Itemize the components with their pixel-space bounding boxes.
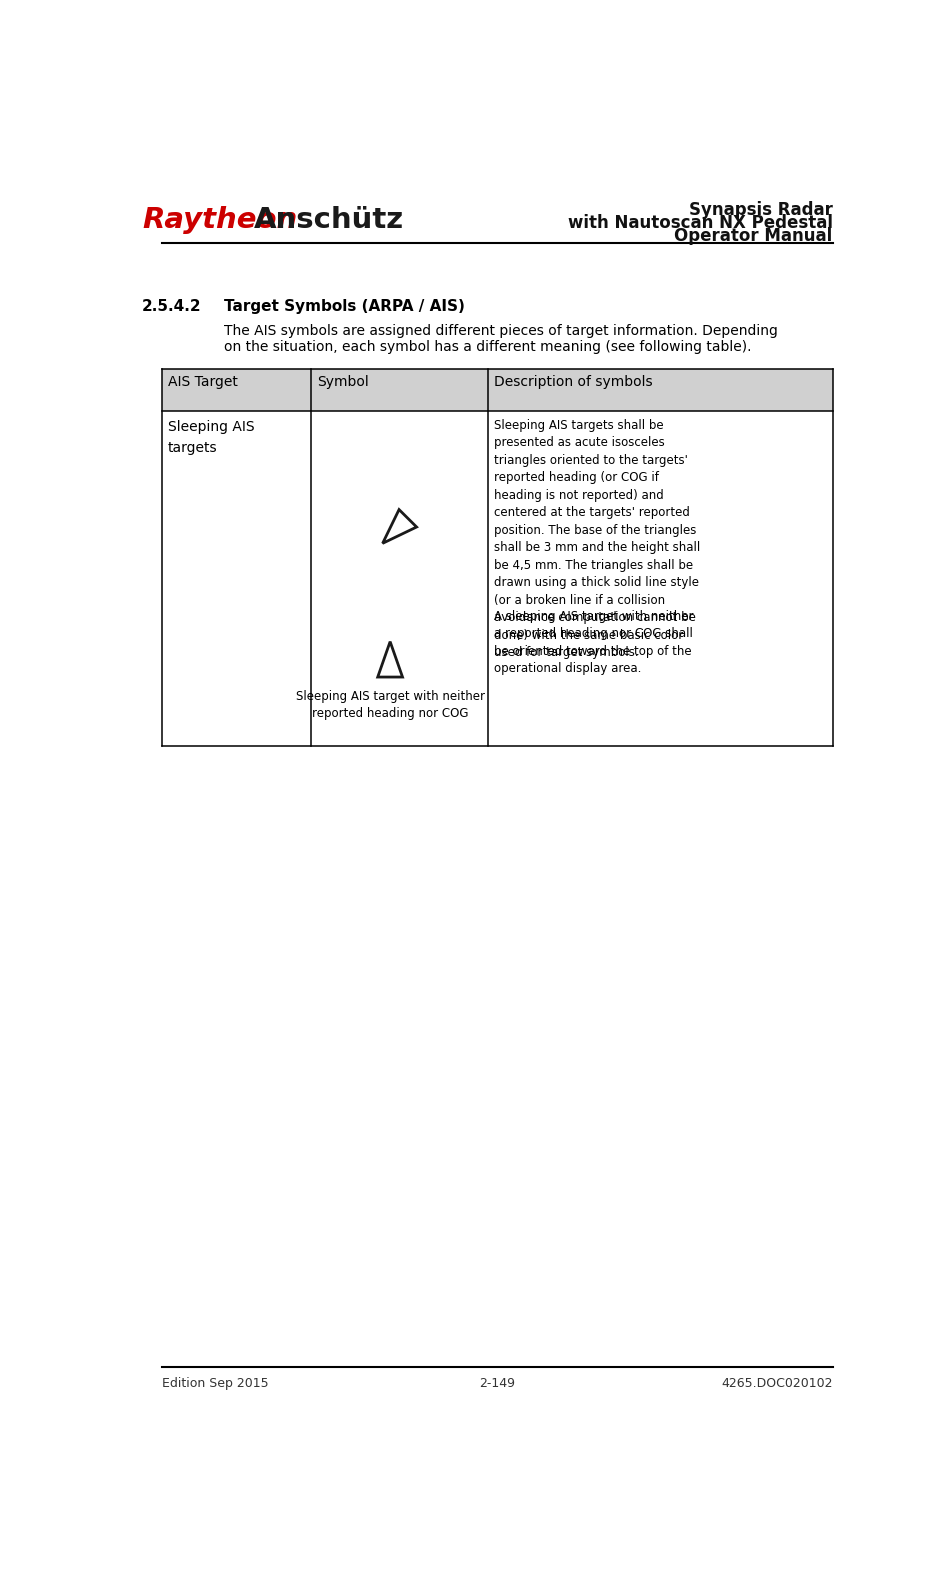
Text: The AIS symbols are assigned different pieces of target information. Depending: The AIS symbols are assigned different p…: [223, 325, 777, 339]
Text: Symbol: Symbol: [318, 375, 369, 388]
Text: with Nautoscan NX Pedestal: with Nautoscan NX Pedestal: [568, 215, 833, 232]
Text: 2-149: 2-149: [479, 1378, 515, 1391]
Text: Target Symbols (ARPA / AIS): Target Symbols (ARPA / AIS): [223, 299, 464, 315]
Text: Raytheon: Raytheon: [142, 205, 298, 234]
Text: AIS Target: AIS Target: [167, 375, 238, 388]
Text: Anschütz: Anschütz: [254, 205, 404, 234]
Text: Description of symbols: Description of symbols: [494, 375, 652, 388]
Text: A sleeping AIS target with neither
a reported heading nor COG shall
be oriented : A sleeping AIS target with neither a rep…: [494, 609, 693, 675]
Text: Sleeping AIS
targets: Sleeping AIS targets: [167, 420, 254, 455]
Text: on the situation, each symbol has a different meaning (see following table).: on the situation, each symbol has a diff…: [223, 340, 751, 355]
Text: 4265.DOC020102: 4265.DOC020102: [721, 1378, 833, 1391]
Bar: [162, 369, 833, 410]
Text: Sleeping AIS targets shall be
presented as acute isosceles
triangles oriented to: Sleeping AIS targets shall be presented …: [494, 418, 700, 659]
Text: Sleeping AIS target with neither
reported heading nor COG: Sleeping AIS target with neither reporte…: [296, 690, 485, 719]
Text: Operator Manual: Operator Manual: [674, 228, 833, 245]
Text: Synapsis Radar: Synapsis Radar: [689, 200, 833, 220]
Text: Edition Sep 2015: Edition Sep 2015: [162, 1378, 268, 1391]
Text: 2.5.4.2: 2.5.4.2: [142, 299, 202, 315]
